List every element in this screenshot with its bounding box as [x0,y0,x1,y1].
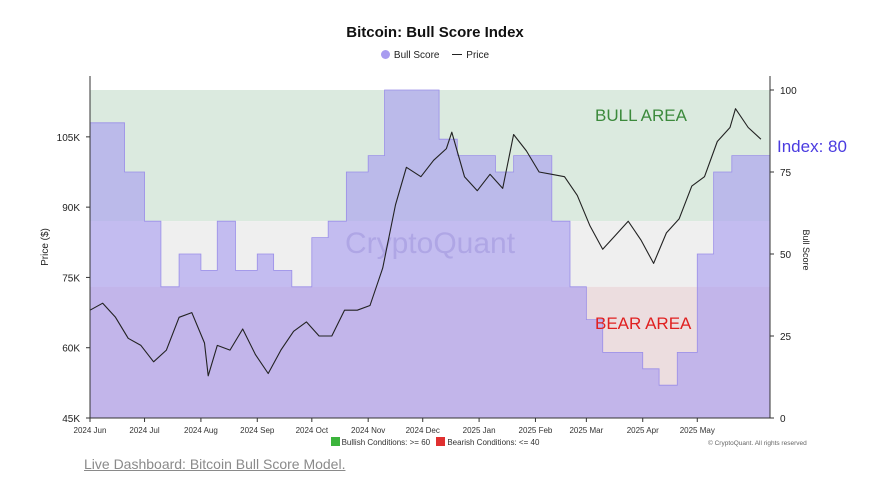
left-tick-label: 105K [57,133,81,144]
bull-score-series [89,89,771,419]
right-axis-ticks: 0 25 50 75 100 [770,86,797,425]
bullish-conditions-label: Bullish Conditions: >= 60 [341,438,431,447]
price-line-icon [452,54,463,55]
bull-area-label: BULL AREA [595,106,688,125]
left-tick-label: 60K [62,344,80,355]
x-tick-label: 2024 Dec [406,426,440,435]
bear-area-label: BEAR AREA [595,314,692,333]
x-tick-label: 2024 Oct [296,426,329,435]
left-tick-label: 90K [62,203,80,214]
bull-score-dot-icon [380,50,390,59]
x-axis-ticks: 2024 Jun 2024 Jul 2024 Aug 2024 Sep 2024 Oct… [74,418,715,435]
price-series [89,108,762,377]
right-tick-label: 25 [780,332,792,343]
left-tick-label: 75K [62,273,80,284]
bull-score-area [89,89,771,419]
axes [89,76,771,419]
chart-title: Bitcoin: Bull Score Index [346,24,524,41]
legend-item-bull-score[interactable]: Bull Score [380,50,440,61]
bearish-conditions-label: Bearish Conditions: <= 40 [447,438,540,447]
copyright-text: © CryptoQuant. All rights reserved [708,440,807,447]
current-index-label: Index: 80 [777,137,847,156]
right-tick-label: 100 [780,86,797,97]
y-axis-label-left: Price ($) [40,228,51,266]
x-tick-label: 2024 Aug [184,426,218,435]
x-tick-label: 2024 Jun [74,426,107,435]
x-tick-label: 2024 Jul [129,426,159,435]
x-tick-label: 2025 Feb [519,426,553,435]
x-tick-label: 2025 Jan [463,426,496,435]
x-tick-label: 2024 Nov [351,426,385,435]
bullish-swatch-icon [330,437,340,446]
chart-legend: Bull Score Price [0,50,870,61]
watermark-text: CryptoQuant [345,227,516,260]
y-axis-label-right: Bull Score [801,229,811,270]
x-tick-label: 2025 May [680,426,715,435]
legend-label-bull-score: Bull Score [393,50,440,61]
conditions-legend: Bullish Conditions: >= 60 Bearish Condit… [0,437,870,447]
live-dashboard-link[interactable]: Live Dashboard: Bitcoin Bull Score Model… [84,456,346,472]
x-tick-label: 2025 Apr [627,426,659,435]
legend-item-price[interactable]: Price [452,50,489,61]
left-axis-ticks: 45K 60K 75K 90K 105K [57,133,90,425]
bearish-swatch-icon [436,437,446,446]
right-tick-label: 0 [780,414,786,425]
left-tick-label: 45K [62,414,80,425]
x-tick-label: 2025 Mar [569,426,603,435]
legend-label-price: Price [466,50,490,61]
right-tick-label: 50 [780,250,792,261]
x-tick-label: 2024 Sep [240,426,275,435]
price-line [89,108,762,377]
right-tick-label: 75 [780,168,792,179]
